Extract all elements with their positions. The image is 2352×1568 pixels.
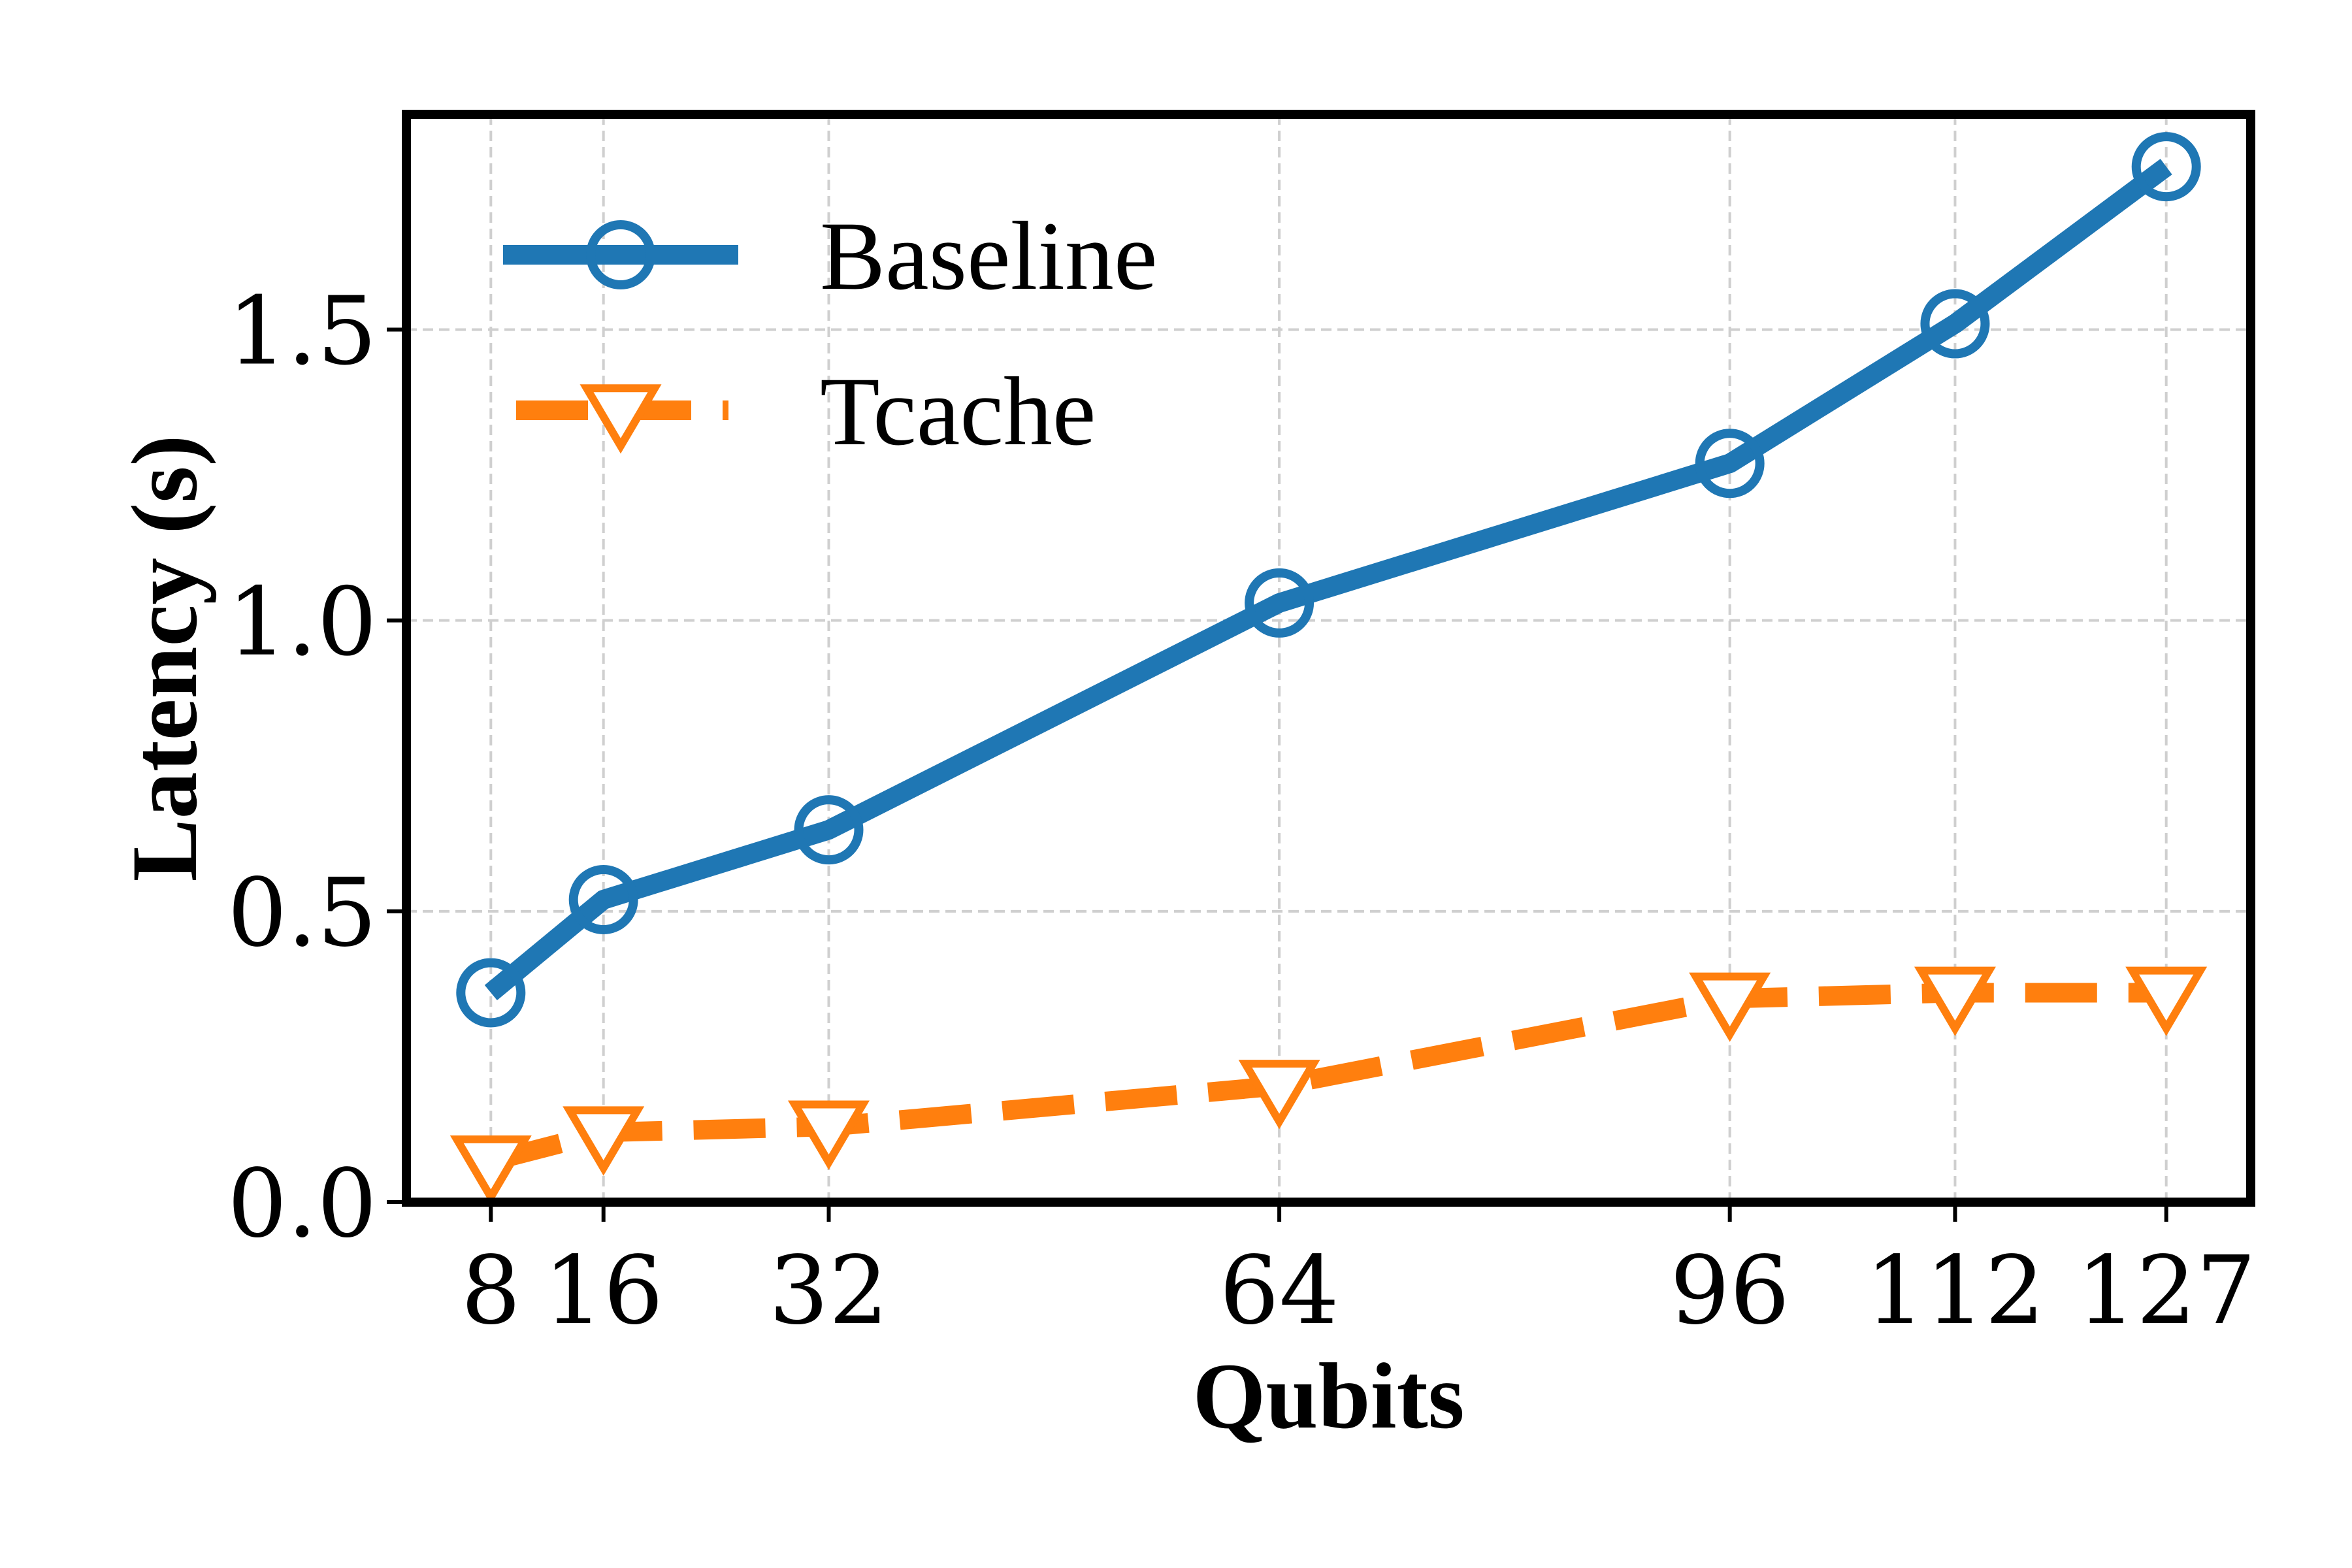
legend-label-baseline: Baseline (820, 202, 1158, 310)
series-layer (449, 132, 2208, 1205)
data-point (794, 795, 864, 865)
legend-label-tcache: Tcache (820, 357, 1096, 466)
series-line (484, 159, 2172, 1001)
x-tick-label: 16 (544, 1235, 663, 1345)
data-point (568, 865, 638, 935)
x-tick-label: 64 (1219, 1235, 1339, 1345)
data-point (456, 958, 526, 1028)
data-point (2131, 132, 2201, 202)
data-point (1689, 972, 1771, 1042)
data-point (563, 1106, 645, 1176)
y-tick-label: 0.0 (227, 1149, 377, 1258)
data-point (449, 1135, 532, 1205)
x-tick-label: 32 (769, 1235, 889, 1345)
data-point (787, 1100, 870, 1170)
legend-marker (580, 384, 662, 454)
series-tcache (449, 966, 2208, 1205)
y-axis-label: Latency (s) (113, 435, 217, 882)
legend-marker (586, 220, 655, 289)
data-point (1914, 966, 1996, 1036)
plot-frame (402, 110, 2255, 1207)
legend: Baseline Tcache (503, 202, 1158, 466)
y-tick-label: 1.0 (227, 567, 377, 677)
x-tick-label: 112 (1865, 1235, 2045, 1345)
x-axis-label: Qubits (1192, 1345, 1464, 1448)
data-point (1695, 429, 1765, 498)
axis-ticks: 8 16 32 64 96 112 127 0.0 0.5 1.0 1.5 (227, 276, 2256, 1345)
y-tick-label: 0.5 (227, 858, 377, 968)
data-point (2125, 966, 2208, 1036)
series-baseline (456, 132, 2201, 1028)
data-point (1245, 568, 1315, 638)
data-point (1920, 289, 1990, 359)
x-tick-label: 127 (2076, 1235, 2256, 1345)
y-tick-label: 1.5 (227, 276, 377, 385)
data-point (1238, 1060, 1320, 1130)
x-tick-label: 8 (461, 1235, 521, 1345)
x-tick-label: 96 (1670, 1235, 1789, 1345)
